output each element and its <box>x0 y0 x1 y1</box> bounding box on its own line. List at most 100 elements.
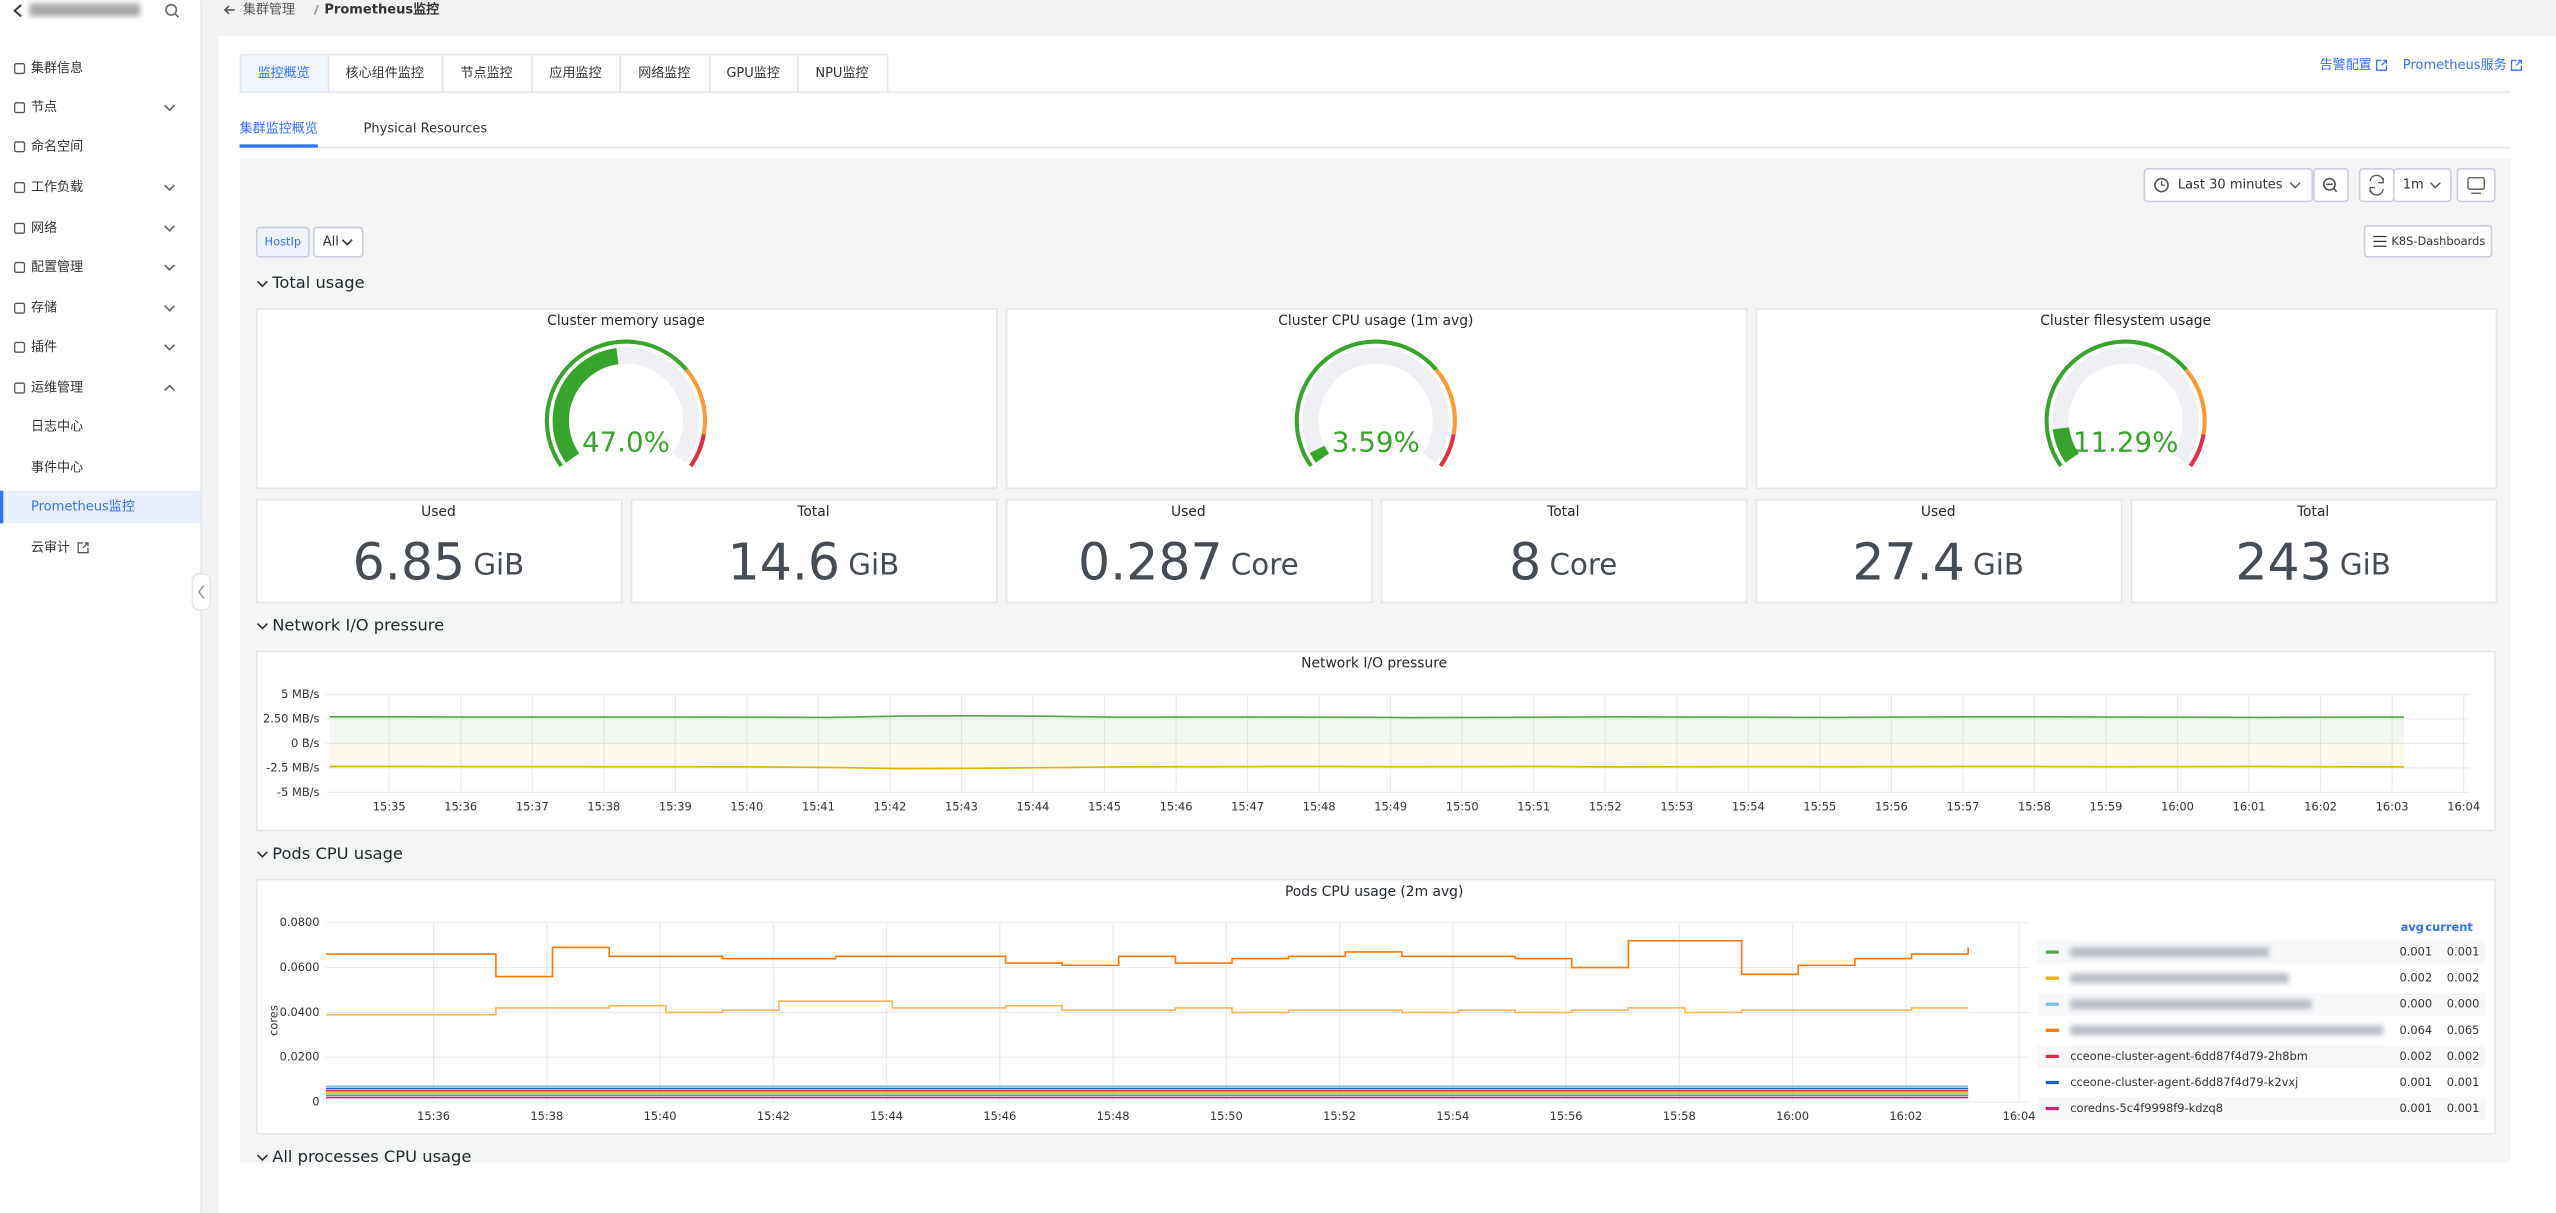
dashboards-label[interactable]: K8S-Dashboards <box>2391 234 2485 248</box>
menu-item[interactable]: 运维管理 <box>31 381 83 396</box>
x-tick-label: 16:02 <box>1889 1109 1922 1123</box>
tab[interactable] <box>327 53 444 94</box>
tv-icon <box>2467 177 2485 190</box>
menu-item[interactable]: 插件 <box>31 340 57 355</box>
tab-label[interactable]: 监控概览 <box>258 65 310 81</box>
subtab[interactable]: Physical Resources <box>364 121 488 136</box>
subtab[interactable]: 集群监控概览 <box>240 120 318 136</box>
legend-name[interactable]: coredns-5c4f9998f9-kdzq8 <box>2070 1101 2223 1115</box>
x-tick-label: 15:42 <box>873 800 906 814</box>
x-tick-label: 15:35 <box>373 800 406 814</box>
row-title[interactable]: Pods CPU usage <box>272 844 403 863</box>
dashboards-button[interactable] <box>2363 225 2493 258</box>
stat-label: Used <box>421 504 456 520</box>
legend-name-blurred <box>2070 947 2270 957</box>
breadcrumb-back[interactable] <box>223 5 235 15</box>
legend-current: 0.001 <box>2447 1101 2480 1115</box>
gauge-value-arc <box>1309 445 1330 463</box>
tab-label[interactable]: 核心组件监控 <box>346 66 424 81</box>
panel <box>630 498 998 604</box>
stat-unit: GiB <box>848 547 899 581</box>
x-tick-label: 15:54 <box>1436 1109 1469 1123</box>
clock-icon <box>2154 177 2169 193</box>
tab-label[interactable]: 节点监控 <box>461 66 513 81</box>
legend-swatch <box>2045 950 2059 954</box>
menu-item[interactable]: 存储 <box>31 301 57 316</box>
gauge-track <box>2052 347 2199 463</box>
tab-label[interactable]: 应用监控 <box>549 65 601 81</box>
time-picker[interactable] <box>2143 168 2314 203</box>
breadcrumb-item[interactable]: 集群管理 <box>243 1 295 17</box>
variable-value[interactable]: All <box>323 235 339 250</box>
gauge-threshold <box>2044 339 2188 468</box>
tab[interactable] <box>441 53 534 94</box>
legend-name[interactable]: cceone-cluster-agent-6dd87f4d79-2h8bm <box>2070 1049 2308 1063</box>
variable-select[interactable] <box>312 226 364 258</box>
menu-icon <box>14 222 26 234</box>
breadcrumb-separator <box>313 4 319 16</box>
stat: 27.4 GiB <box>1852 532 2024 591</box>
submenu-item[interactable]: 事件中心 <box>31 460 83 475</box>
legend-header[interactable]: avg <box>2401 920 2424 934</box>
series-line <box>326 939 1969 978</box>
interval-picker[interactable] <box>2392 168 2452 203</box>
chevron-down <box>164 305 175 312</box>
tab[interactable] <box>239 53 330 94</box>
stat-unit: GiB <box>473 547 524 581</box>
menu-item[interactable]: 集群信息 <box>31 60 83 76</box>
x-tick-label: 15:36 <box>444 800 477 814</box>
row-title[interactable]: Total usage <box>271 273 364 292</box>
submenu-item[interactable]: 云审计 <box>31 540 70 555</box>
refresh-icon <box>2369 174 2384 196</box>
submenu-item[interactable]: 日志中心 <box>31 420 83 435</box>
submenu-item[interactable]: Prometheus监控 <box>31 500 135 515</box>
tab[interactable] <box>531 53 622 94</box>
gauge-value: 47.0% <box>582 425 670 458</box>
chevron-down <box>341 239 353 246</box>
collapse-handle[interactable] <box>191 573 212 611</box>
clock-hand <box>2160 181 2165 186</box>
x-tick-label: 15:52 <box>1589 800 1622 814</box>
gauge-threshold <box>689 433 706 468</box>
row-title[interactable]: All processes CPU usage <box>272 1147 471 1166</box>
legend-avg: 0.000 <box>2399 997 2432 1011</box>
x-tick-label: 15:41 <box>802 800 835 814</box>
x-tick-label: 15:38 <box>587 800 620 814</box>
variable-label-box <box>255 226 310 258</box>
panel <box>1005 498 1373 604</box>
tab-label[interactable]: GPU监控 <box>726 66 780 81</box>
back-icon[interactable] <box>13 4 22 18</box>
header-link[interactable]: 告警配置 <box>2320 57 2372 73</box>
refresh-button[interactable] <box>2358 168 2395 203</box>
chevron-down <box>164 184 175 192</box>
menu-item[interactable]: 配置管理 <box>31 260 83 275</box>
tab[interactable] <box>797 53 889 94</box>
menu-item[interactable]: 命名空间 <box>31 138 83 154</box>
legend-header[interactable]: current <box>2425 920 2473 934</box>
x-tick-label: 16:04 <box>2003 1109 2036 1123</box>
legend-current: 0.001 <box>2447 945 2480 959</box>
stat: 6.85 GiB <box>353 532 525 591</box>
tab-label[interactable]: NPU监控 <box>815 66 868 81</box>
menu-item[interactable]: 节点 <box>31 100 57 115</box>
tv-mode-button[interactable] <box>2456 168 2496 203</box>
menu-item[interactable]: 网络 <box>31 220 57 236</box>
legend-name[interactable]: cceone-cluster-agent-6dd87f4d79-k2vxj <box>2070 1075 2298 1089</box>
stat: 0.287 Core <box>1078 532 1299 591</box>
stat-label: Total <box>1546 504 1579 520</box>
y-tick-label: -2.5 MB/s <box>266 760 319 774</box>
sidebar <box>0 0 201 1213</box>
header-link[interactable]: Prometheus服务 <box>2403 57 2507 73</box>
menu-item[interactable]: 工作负载 <box>31 180 83 195</box>
x-tick-label: 15:48 <box>1097 1109 1130 1123</box>
row-title[interactable]: Network I/O pressure <box>272 616 444 635</box>
y-tick-label: 0.0200 <box>280 1050 320 1064</box>
panel-title: Cluster memory usage <box>547 313 705 329</box>
legend-row-bg <box>2037 1097 2486 1120</box>
legend-avg: 0.002 <box>2399 971 2432 985</box>
gauge-threshold <box>544 339 689 468</box>
tab-label[interactable]: 网络监控 <box>638 65 690 81</box>
search-icon[interactable] <box>165 3 180 18</box>
chevron-down <box>256 1154 268 1162</box>
chevron-down <box>256 851 268 858</box>
